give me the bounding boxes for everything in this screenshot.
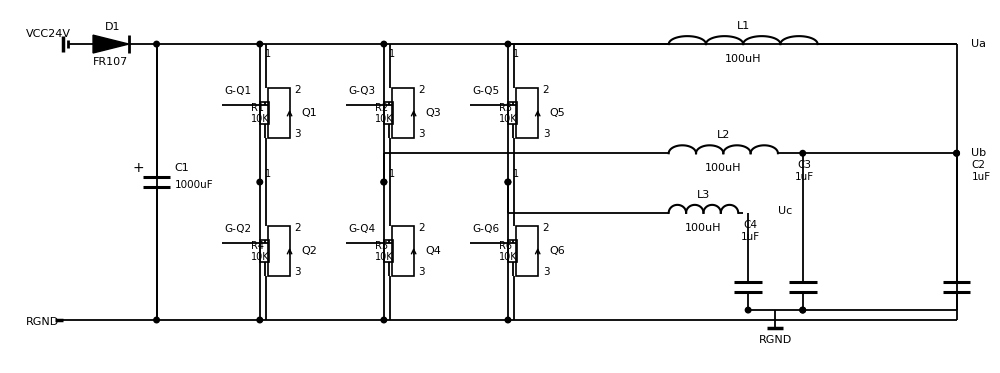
Text: 3: 3	[295, 129, 301, 139]
Text: 10K: 10K	[251, 114, 269, 124]
Text: 2: 2	[295, 85, 301, 95]
Text: C2: C2	[971, 160, 985, 170]
Text: R3: R3	[499, 103, 512, 113]
Circle shape	[257, 41, 263, 47]
Text: 3: 3	[419, 129, 425, 139]
Text: 10K: 10K	[499, 252, 518, 262]
Text: 2: 2	[295, 223, 301, 233]
Text: Uc: Uc	[778, 206, 792, 216]
Text: R4: R4	[251, 241, 264, 251]
Text: Ua: Ua	[971, 39, 986, 49]
Text: 1uF: 1uF	[971, 172, 991, 182]
Text: 1uF: 1uF	[741, 232, 760, 242]
Text: Q1: Q1	[301, 108, 317, 118]
Circle shape	[381, 41, 387, 47]
Circle shape	[257, 179, 263, 185]
Polygon shape	[93, 35, 129, 53]
Text: G-Q3: G-Q3	[348, 86, 375, 96]
Circle shape	[800, 307, 806, 313]
Text: Q5: Q5	[550, 108, 565, 118]
Text: 3: 3	[419, 267, 425, 277]
Circle shape	[505, 317, 511, 323]
Circle shape	[154, 41, 159, 47]
Circle shape	[505, 179, 511, 185]
Text: R6: R6	[499, 241, 512, 251]
Circle shape	[381, 317, 387, 323]
Text: G-Q2: G-Q2	[224, 224, 251, 234]
Bar	[384, 102, 393, 124]
Text: Ub: Ub	[971, 148, 987, 158]
Bar	[508, 240, 517, 262]
Circle shape	[381, 179, 387, 185]
Text: C4: C4	[743, 220, 757, 230]
Text: 10K: 10K	[251, 252, 269, 262]
Text: 1: 1	[389, 49, 395, 59]
Circle shape	[800, 307, 806, 313]
Text: 10K: 10K	[375, 114, 394, 124]
Text: 1: 1	[389, 169, 395, 179]
Text: G-Q5: G-Q5	[472, 86, 499, 96]
Text: 1: 1	[513, 49, 519, 59]
Circle shape	[954, 150, 959, 156]
Text: D1: D1	[105, 22, 121, 32]
Circle shape	[800, 150, 806, 156]
Text: 100uH: 100uH	[685, 223, 722, 233]
Text: RGND: RGND	[26, 317, 59, 327]
Text: VCC24V: VCC24V	[26, 29, 71, 39]
Text: G-Q4: G-Q4	[348, 224, 375, 234]
Text: 1000uF: 1000uF	[174, 180, 213, 190]
Circle shape	[257, 317, 263, 323]
Bar	[392, 226, 414, 276]
Text: 3: 3	[543, 267, 549, 277]
Text: 3: 3	[543, 129, 549, 139]
Text: R5: R5	[375, 241, 388, 251]
Text: FR107: FR107	[93, 57, 129, 67]
Bar	[260, 102, 269, 124]
Circle shape	[505, 179, 511, 185]
Text: 2: 2	[419, 223, 425, 233]
Text: R1: R1	[251, 103, 264, 113]
Text: 2: 2	[419, 85, 425, 95]
Text: Q6: Q6	[550, 246, 565, 256]
Bar	[516, 88, 538, 138]
Bar	[508, 102, 517, 124]
Text: 1: 1	[265, 49, 271, 59]
Bar	[260, 240, 269, 262]
Text: C3: C3	[798, 160, 812, 170]
Text: G-Q1: G-Q1	[224, 86, 251, 96]
Text: L2: L2	[717, 131, 730, 140]
Text: 10K: 10K	[499, 114, 518, 124]
Bar	[384, 240, 393, 262]
Text: L3: L3	[697, 190, 710, 200]
Circle shape	[381, 179, 387, 185]
Text: Q2: Q2	[301, 246, 317, 256]
Text: 100uH: 100uH	[725, 54, 761, 64]
Text: 3: 3	[295, 267, 301, 277]
Bar	[268, 226, 290, 276]
Bar	[392, 88, 414, 138]
Circle shape	[745, 307, 751, 313]
Bar	[516, 226, 538, 276]
Text: 2: 2	[543, 85, 549, 95]
Text: 1uF: 1uF	[795, 172, 814, 182]
Text: 1: 1	[265, 169, 271, 179]
Text: Q3: Q3	[426, 108, 441, 118]
Circle shape	[954, 150, 959, 156]
Text: 1: 1	[513, 169, 519, 179]
Text: RGND: RGND	[759, 335, 792, 345]
Text: Q4: Q4	[426, 246, 441, 256]
Circle shape	[154, 317, 159, 323]
Circle shape	[505, 41, 511, 47]
Text: 100uH: 100uH	[705, 163, 742, 173]
Text: +: +	[133, 161, 145, 175]
Bar	[268, 88, 290, 138]
Text: R2: R2	[375, 103, 388, 113]
Text: 2: 2	[543, 223, 549, 233]
Text: 10K: 10K	[375, 252, 394, 262]
Text: L1: L1	[737, 21, 750, 31]
Text: G-Q6: G-Q6	[472, 224, 499, 234]
Text: C1: C1	[174, 163, 189, 173]
